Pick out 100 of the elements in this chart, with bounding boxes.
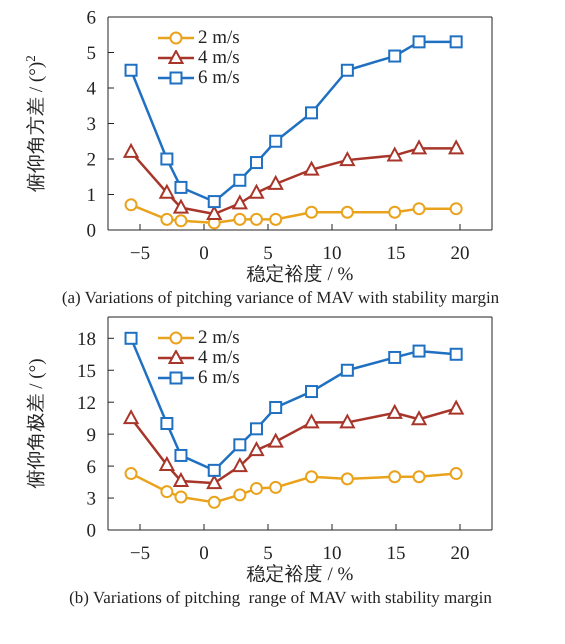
point (340, 64, 354, 77)
legend-label: 6 m/s (198, 367, 240, 388)
point (269, 401, 282, 414)
y-tick-label: 0 (86, 220, 96, 242)
point (232, 458, 248, 472)
point (340, 206, 354, 219)
point (340, 364, 354, 377)
point (174, 214, 188, 228)
point (269, 212, 282, 226)
point (159, 457, 174, 472)
point (233, 488, 246, 502)
point (412, 344, 426, 358)
x-tick-label: 10 (322, 243, 342, 264)
y-tick-label: 15 (77, 360, 96, 382)
point (412, 202, 426, 216)
point (233, 174, 246, 187)
y-tick-label: 3 (86, 114, 96, 136)
y-tick-label: 18 (77, 328, 96, 350)
point (233, 438, 246, 452)
point (124, 332, 138, 345)
point (269, 134, 282, 148)
point (208, 195, 221, 208)
point (160, 417, 174, 430)
point (124, 144, 139, 158)
point (305, 206, 318, 219)
point (206, 475, 222, 490)
x-tick-label: −5 (130, 543, 150, 564)
point (173, 200, 188, 214)
point (160, 152, 174, 166)
point (305, 106, 318, 120)
point (412, 470, 426, 484)
point (248, 442, 264, 456)
point (160, 212, 174, 226)
point (450, 35, 463, 48)
y-tick-label: 2 (86, 150, 96, 171)
x-tick-label: 5 (263, 243, 273, 264)
point (250, 482, 263, 495)
point (412, 140, 427, 154)
x-axis-title: 稳定裕度 / % (246, 263, 354, 285)
x-tick-label: 0 (199, 543, 209, 564)
point (412, 411, 427, 426)
point (340, 414, 355, 428)
point (305, 470, 318, 484)
point (387, 404, 402, 419)
point (250, 156, 263, 170)
point (268, 176, 284, 190)
point (174, 448, 188, 462)
y-tick-label: 5 (86, 43, 96, 64)
point (174, 490, 188, 504)
point (388, 350, 402, 364)
point (448, 140, 464, 154)
y-tick-label: 6 (86, 8, 96, 29)
point (124, 410, 139, 424)
point (388, 470, 402, 484)
point (248, 184, 264, 199)
point (387, 147, 402, 162)
legend-label: 4 m/s (198, 347, 240, 368)
point (304, 162, 320, 176)
point (388, 206, 402, 219)
point (160, 485, 174, 498)
point (233, 212, 246, 226)
y-tick-label: 4 (86, 78, 96, 100)
x-tick-label: 5 (263, 543, 273, 564)
x-tick-label: 20 (450, 243, 470, 264)
point (159, 184, 174, 199)
point (232, 195, 248, 210)
x-tick-label: 0 (199, 243, 209, 264)
x-axis-title: 稳定裕度 / % (246, 563, 354, 585)
point (124, 467, 138, 480)
point (206, 206, 222, 220)
point (412, 35, 426, 48)
point (208, 496, 221, 509)
point (124, 198, 138, 212)
legend-label: 2 m/s (198, 27, 240, 48)
y-tick-label: 12 (77, 392, 96, 414)
point (124, 64, 138, 77)
text: (a) Variations of pitching variance of MAV with stability margin (60, 288, 500, 308)
x-tick-label: −5 (130, 243, 150, 264)
legend-label: 4 m/s (198, 47, 240, 68)
point (173, 473, 188, 488)
y-axis-title: 俯仰角极差 / (°) (26, 358, 47, 489)
point (268, 434, 284, 448)
point (269, 480, 282, 494)
text: (b) Variations of pitching range of MAV with stability margin (68, 588, 493, 608)
point (174, 180, 188, 194)
legend-label: 2 m/s (198, 327, 240, 348)
x-tick-label: 15 (386, 543, 406, 564)
y-tick-label: 9 (86, 424, 96, 446)
point (340, 472, 354, 486)
point (450, 348, 463, 361)
point (340, 152, 355, 166)
point (250, 212, 263, 226)
point (450, 202, 463, 216)
y-tick-label: 0 (86, 520, 96, 542)
point (250, 422, 263, 436)
point (450, 467, 463, 480)
point (388, 50, 402, 63)
x-tick-label: 10 (322, 543, 342, 564)
y-tick-label: 3 (86, 488, 96, 510)
point (305, 385, 318, 398)
